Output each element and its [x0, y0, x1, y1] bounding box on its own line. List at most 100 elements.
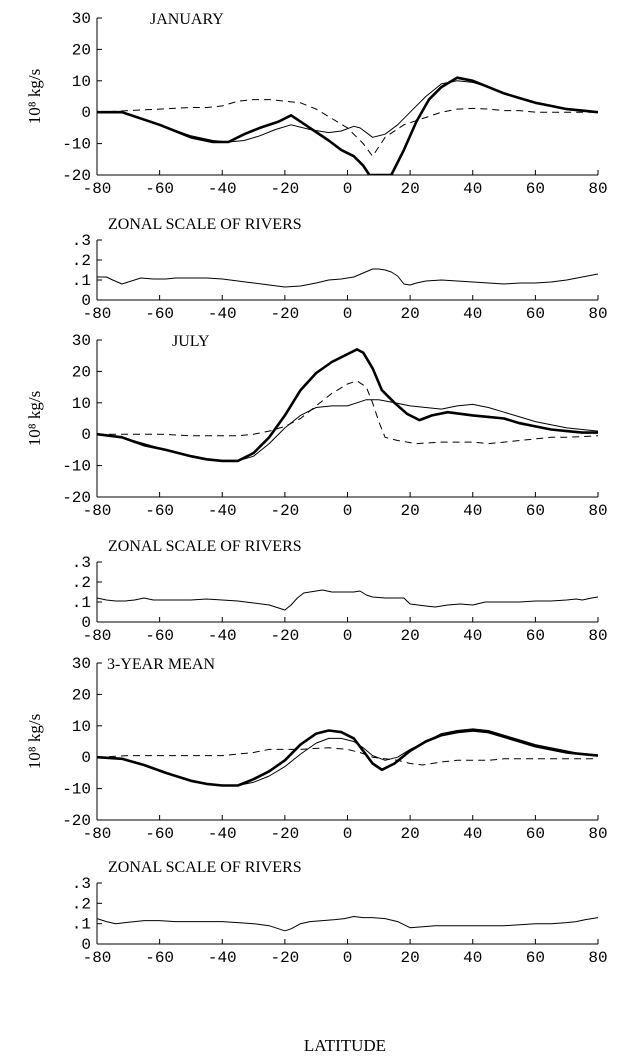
series-line-thin — [97, 399, 598, 462]
x-tick-label: 80 — [588, 305, 607, 323]
panel-title: ZONAL SCALE OF RIVERS — [108, 216, 302, 233]
x-tick-label: 40 — [463, 825, 482, 843]
x-tick-label: 80 — [588, 180, 607, 198]
x-tick-label: -20 — [270, 627, 299, 645]
y-tick-label: 30 — [72, 655, 91, 673]
y-tick-label: 30 — [72, 332, 91, 350]
x-tick-label: -80 — [83, 502, 112, 520]
series-line-thin — [97, 728, 598, 786]
panel-0: -80 -60 -40 -20 0 20 40 60 80 30 20 10 0 -10 -20 JANUAR… — [25, 10, 608, 198]
x-tick-label: 60 — [526, 825, 545, 843]
y-tick-label: 20 — [72, 41, 91, 59]
x-tick-label: -80 — [83, 627, 112, 645]
x-tick-label: 0 — [343, 305, 353, 323]
panel-title: JANUARY — [150, 11, 224, 28]
x-tick-label: 20 — [401, 825, 420, 843]
x-tick-label: -20 — [270, 180, 299, 198]
panel-title: ZONAL SCALE OF RIVERS — [108, 859, 302, 876]
y-tick-label: .2 — [72, 252, 91, 270]
x-tick-label: -60 — [145, 627, 174, 645]
x-tick-label: -20 — [270, 825, 299, 843]
y-tick-label: -10 — [62, 136, 91, 154]
figure-xlabel: LATITUDE — [304, 1036, 386, 1055]
series-line-dashed — [97, 747, 598, 766]
x-tick-label: 60 — [526, 627, 545, 645]
x-tick-label: 20 — [401, 502, 420, 520]
panel-title: 3-YEAR MEAN — [107, 656, 215, 673]
y-tick-label: 10 — [72, 395, 91, 413]
y-tick-label: 10 — [72, 718, 91, 736]
y-tick-label: .1 — [72, 916, 91, 934]
x-tick-label: 80 — [588, 825, 607, 843]
y-tick-label: -20 — [62, 812, 91, 830]
series-line-thin — [97, 268, 598, 288]
x-tick-label: -80 — [83, 949, 112, 967]
x-tick-label: -20 — [270, 502, 299, 520]
series-line-thin — [97, 80, 598, 143]
y-tick-label: 10 — [72, 73, 91, 91]
x-tick-label: -40 — [208, 949, 237, 967]
y-tick-label: 0 — [81, 426, 91, 444]
x-tick-label: 0 — [343, 825, 353, 843]
y-tick-label: .2 — [72, 574, 91, 592]
x-tick-label: 40 — [463, 627, 482, 645]
series-line-dashed — [97, 380, 598, 445]
x-tick-label: 0 — [343, 627, 353, 645]
x-tick-label: -20 — [270, 949, 299, 967]
y-tick-label: 30 — [72, 10, 91, 28]
x-tick-label: -40 — [208, 305, 237, 323]
series-line-thin — [97, 589, 598, 611]
y-tick-label: -20 — [62, 489, 91, 507]
x-tick-label: 80 — [588, 949, 607, 967]
x-tick-label: 80 — [588, 502, 607, 520]
y-axis-label: 10⁸ kg/s — [25, 714, 44, 770]
x-tick-label: 40 — [463, 502, 482, 520]
x-tick-label: -80 — [83, 825, 112, 843]
y-tick-label: 0 — [81, 104, 91, 122]
x-tick-label: -40 — [208, 180, 237, 198]
x-tick-label: 40 — [463, 180, 482, 198]
x-tick-label: -40 — [208, 627, 237, 645]
y-tick-label: 20 — [72, 363, 91, 381]
y-tick-label: 0 — [81, 292, 91, 310]
x-tick-label: 60 — [526, 180, 545, 198]
panel-title: JULY — [172, 333, 210, 350]
x-tick-label: -80 — [83, 180, 112, 198]
y-tick-label: .3 — [72, 554, 91, 572]
panel-4: -80 -60 -40 -20 0 20 40 60 80 30 20 10 0 -10 -20 3-YEAR… — [25, 655, 608, 843]
x-tick-label: -60 — [145, 305, 174, 323]
x-tick-label: 40 — [463, 305, 482, 323]
series-line-thin — [97, 916, 598, 932]
x-tick-label: 0 — [343, 502, 353, 520]
x-tick-label: -60 — [145, 180, 174, 198]
panel-2: -80 -60 -40 -20 0 20 40 60 80 30 20 10 0 -10 -20 JULY 10… — [25, 332, 608, 520]
y-tick-label: .2 — [72, 895, 91, 913]
y-axis-label: 10⁸ kg/s — [25, 69, 44, 125]
x-tick-label: 60 — [526, 305, 545, 323]
y-tick-label: 0 — [81, 936, 91, 954]
y-tick-label: .1 — [72, 272, 91, 290]
y-axis-label: 10⁸ kg/s — [25, 391, 44, 447]
x-tick-label: -80 — [83, 305, 112, 323]
series-line-dashed — [97, 99, 598, 157]
x-tick-label: -60 — [145, 502, 174, 520]
x-tick-label: 40 — [463, 949, 482, 967]
panel-3: -80 -60 -40 -20 0 20 40 60 80 .3 .2 .1 0 ZONAL SCALE … — [72, 538, 608, 645]
y-tick-label: .3 — [72, 875, 91, 893]
x-tick-label: -40 — [208, 825, 237, 843]
x-tick-label: -60 — [145, 825, 174, 843]
panel-1: -80 -60 -40 -20 0 20 40 60 80 .3 .2 .1 0 ZONAL SCALE … — [72, 216, 608, 323]
y-tick-label: .1 — [72, 594, 91, 612]
series-line-thick — [97, 76, 598, 175]
x-tick-label: 0 — [343, 180, 353, 198]
x-tick-label: 20 — [401, 627, 420, 645]
x-tick-label: -60 — [145, 949, 174, 967]
series-line-thick — [97, 729, 598, 787]
y-tick-label: 0 — [81, 749, 91, 767]
y-tick-label: .3 — [72, 232, 91, 250]
x-tick-label: 0 — [343, 949, 353, 967]
x-tick-label: 60 — [526, 949, 545, 967]
panel-5: -80 -60 -40 -20 0 20 40 60 80 .3 .2 .1 0 ZONAL SCALE … — [72, 859, 608, 967]
x-tick-label: 80 — [588, 627, 607, 645]
x-tick-label: 20 — [401, 949, 420, 967]
